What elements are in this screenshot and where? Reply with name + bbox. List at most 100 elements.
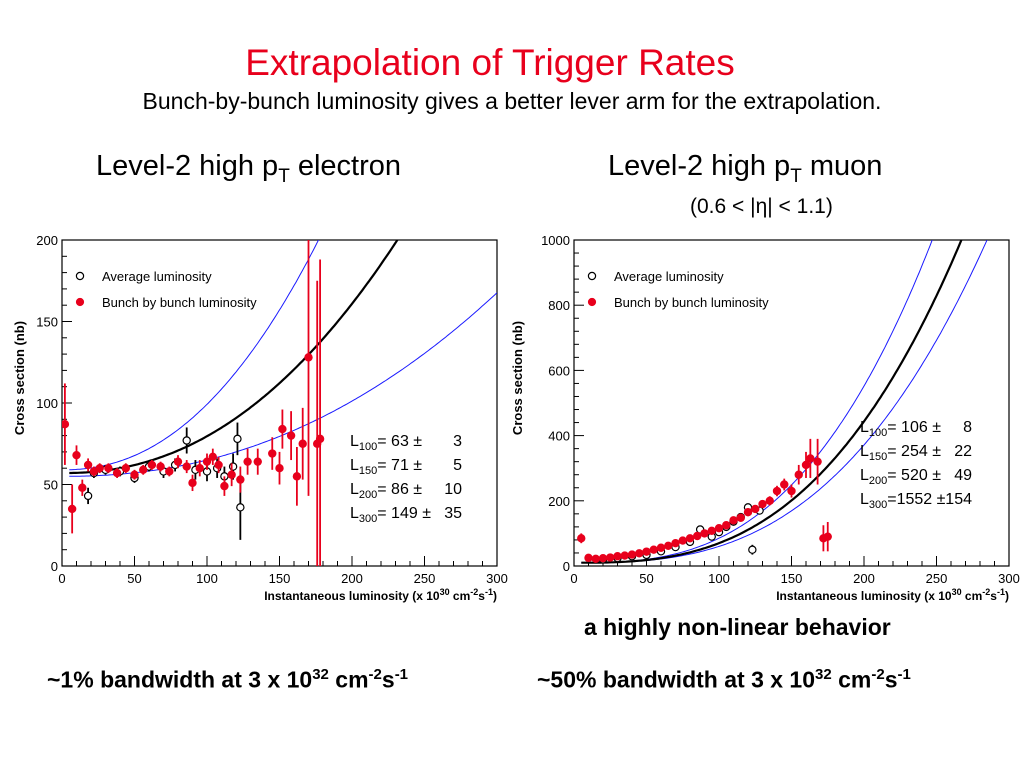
left-average-point: [182, 436, 191, 445]
left-bunch-point: [214, 460, 223, 470]
right-bunch-point: [671, 538, 680, 548]
left-annotation-sub: 300: [359, 513, 377, 525]
left-x-tick-label: 100: [196, 571, 218, 586]
right-bunch-point: [780, 480, 789, 489]
right-annotation-value: =1552: [887, 491, 932, 508]
right-bunch-point: [801, 460, 811, 470]
left-bunch-point: [165, 467, 174, 476]
right-bunch-point: [758, 499, 767, 509]
left-x-tick-label: 0: [58, 571, 65, 586]
left-annotation-err: 10: [444, 481, 462, 498]
left-bunch-point: [236, 475, 245, 484]
page-subtitle: Bunch-by-bunch luminosity gives a better…: [142, 88, 882, 114]
left-x-axis-label-unit2: s: [478, 589, 485, 603]
right-fit-line: [581, 240, 963, 564]
left-x-tick-label: 250: [414, 571, 436, 586]
right-bunch-point: [577, 534, 586, 543]
right-annotation-pm: ±: [928, 419, 941, 436]
left-annotation-value: = 86: [377, 481, 409, 498]
left-y-tick-label: 0: [51, 559, 58, 574]
right-bunch-point: [787, 486, 796, 496]
right-bunch-point: [620, 551, 629, 560]
page-title: Extrapolation of Trigger Rates: [245, 42, 735, 83]
left-fit-line: [69, 240, 399, 475]
right-x-tick-label: 200: [853, 571, 875, 586]
left-bw-pre: ~1% bandwidth at 3 x 10: [47, 666, 313, 693]
left-bw-exp3: -1: [394, 666, 409, 683]
right-bunch-point: [794, 470, 803, 479]
left-annotation-err: 5: [453, 457, 462, 474]
right-annotation-pm: ±: [932, 491, 945, 508]
left-bunch-point: [173, 457, 183, 466]
left-x-axis-label-exp2: -2: [470, 587, 478, 597]
left-annotation-sub: 100: [359, 441, 377, 453]
left-annotation-pm: ±: [418, 505, 431, 522]
right-x-axis-label: Instantaneous luminosity (x 1030 cm-2s-1…: [776, 587, 1009, 603]
left-bunch-point: [182, 462, 191, 471]
right-annotation-300: L300=1552 ±: [860, 491, 946, 511]
left-x-axis-label-close: ): [493, 589, 497, 603]
right-annotation-pm: ±: [928, 443, 941, 460]
right-bunch-point: [584, 553, 593, 563]
left-average-point: [236, 503, 245, 512]
left-annotation-sub: 200: [359, 489, 377, 501]
left-bunch-point: [275, 463, 284, 473]
right-bw-mid: cm: [831, 666, 872, 693]
left-bunch-point: [138, 465, 148, 475]
right-bunch-point: [729, 516, 738, 525]
right-bunch-point: [635, 549, 644, 558]
left-bunch-point: [278, 424, 287, 434]
right-legend-bunch-label: Bunch by bunch luminosity: [614, 295, 769, 310]
right-x-tick-label: 250: [926, 571, 948, 586]
right-annotation-label: L: [860, 491, 869, 508]
right-annotation-sub: 100: [869, 427, 887, 439]
left-bw-exp1: 32: [312, 666, 329, 683]
left-y-tick-label: 150: [36, 315, 58, 330]
left-x-tick-label: 50: [127, 571, 141, 586]
left-bunch-point: [104, 463, 113, 473]
right-bandwidth-label: ~50% bandwidth at 3 x 1032 cm-2s-1: [537, 666, 911, 694]
left-average-point: [233, 434, 242, 444]
left-annotation-label: L: [350, 481, 359, 498]
left-bunch-point: [304, 353, 313, 362]
left-annotation-err: 35: [444, 505, 462, 522]
left-bunch-point: [72, 450, 81, 460]
right-bw-exp3: -1: [897, 666, 911, 683]
left-annotation-150: L150= 71 ±: [350, 457, 422, 477]
left-annotation-err: 3: [453, 433, 462, 450]
right-panel-title: Level-2 high pT muon: [608, 150, 882, 188]
right-bunch-point: [736, 513, 745, 522]
left-annotation-pm: ±: [409, 433, 422, 450]
left-bunch-point: [121, 463, 131, 473]
right-y-tick-label: 600: [548, 363, 570, 378]
left-x-axis-label-unit: cm: [450, 589, 471, 603]
left-y-tick-label: 200: [36, 233, 58, 248]
right-annotation-value: = 106: [887, 419, 928, 436]
right-annotation-label: L: [860, 419, 869, 436]
left-annotation-pm: ±: [409, 457, 422, 474]
right-y-tick-label: 200: [548, 494, 570, 509]
right-bunch-point: [751, 504, 760, 514]
left-annotation-label: L: [350, 505, 359, 522]
left-y-axis-label: Cross section (nb): [12, 321, 27, 435]
left-bw-exp2: -2: [368, 666, 382, 683]
left-y-tick-label: 100: [36, 396, 58, 411]
left-bunch-point: [156, 462, 165, 471]
left-panel-title-sub: T: [278, 165, 290, 187]
left-legend-bunch-label: Bunch by bunch luminosity: [102, 295, 257, 310]
muon-chart: 0 50 100 150 200 250 300 0 200 400 600 800 1000 Insta…: [512, 233, 1020, 603]
left-bw-mid2: s: [381, 666, 395, 693]
left-bandwidth-label: ~1% bandwidth at 3 x 1032 cm-2s-1: [47, 666, 408, 694]
right-annotation-err: 49: [954, 467, 972, 484]
left-panel-title-post: electron: [289, 150, 402, 182]
right-bunch-point: [806, 454, 815, 463]
right-annotation-err: 154: [945, 491, 972, 508]
right-annotation-err: 22: [954, 443, 972, 460]
right-bunch-point: [813, 457, 822, 466]
right-bunch-point: [664, 541, 673, 550]
left-bunch-point: [292, 472, 302, 481]
right-annotation-value: = 520: [887, 467, 928, 484]
right-average-point: [748, 545, 757, 554]
left-annotation-value: = 149: [377, 505, 418, 522]
left-bunch-point: [227, 470, 236, 479]
